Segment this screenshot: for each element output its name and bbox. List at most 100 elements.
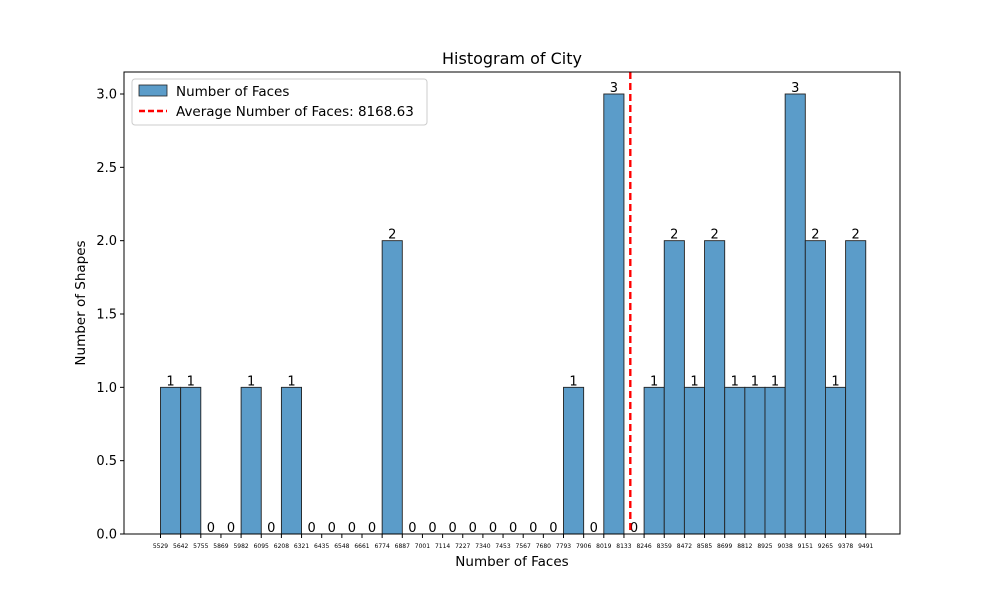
bar-count-label: 2 [388,228,396,243]
histogram-bar [804,240,826,535]
bar-count-label: 0 [267,521,275,536]
bar-count-label: 1 [731,374,739,389]
x-tick-label: 9491 [858,543,873,550]
bar-count-label: 0 [428,521,436,536]
x-tick-label: 6435 [314,543,329,550]
bar-count-label: 0 [408,521,416,536]
y-tick-label: 0.0 [96,528,117,543]
bar-count-label: 2 [710,228,718,243]
x-tick-label: 7001 [415,543,430,550]
histogram-bar [704,240,726,535]
x-tick-label: 9265 [818,543,833,550]
histogram-bar [180,386,202,535]
x-tick-label: 8133 [616,543,631,550]
bar-count-label: 0 [207,521,215,536]
histogram-bar [764,386,786,535]
y-tick-label: 0.5 [96,454,117,469]
histogram-bar [683,386,706,535]
bar-count-label: 0 [368,521,376,536]
chart-title: Histogram of City [442,49,582,68]
bar-count-label: 0 [549,521,557,536]
x-tick-label: 6774 [375,543,390,550]
legend-bar-swatch [138,84,168,97]
x-tick-label: 6661 [354,543,369,550]
bar-count-label: 1 [247,374,255,389]
legend-label-faces: Number of Faces [176,84,289,100]
bar-count-label: 0 [328,521,336,536]
x-tick-label: 8925 [757,543,772,550]
histogram-bar [663,240,685,535]
x-tick-label: 6208 [274,543,289,550]
bar-count-label: 2 [811,228,819,243]
x-tick-label: 5529 [153,543,168,550]
y-tick-label: 3.0 [96,88,117,103]
bar-count-label: 0 [529,521,537,536]
x-tick-label: 8359 [657,543,672,550]
histogram-bar [845,240,867,535]
x-tick-label: 7227 [455,543,470,550]
bar-count-label: 1 [690,374,698,389]
y-tick-label: 2.0 [96,234,117,249]
x-tick-label: 5869 [213,543,228,550]
bar-count-label: 1 [166,374,174,389]
bar-count-label: 1 [287,374,295,389]
histogram-bar [240,386,262,535]
bar-count-label: 0 [348,521,356,536]
legend-label-average: Average Number of Faces: 8168.63 [176,104,414,120]
histogram-bar [784,93,806,535]
x-tick-label: 7906 [576,543,591,550]
x-tick-label: 8019 [596,543,611,550]
x-tick-label: 6095 [254,543,269,550]
x-tick-label: 8246 [636,543,651,550]
bars-group [160,93,867,535]
histogram-bar [280,386,302,535]
bar-count-label: 1 [751,374,759,389]
bar-count-label: 2 [670,228,678,243]
bar-count-label: 0 [449,521,457,536]
x-tick-label: 8585 [697,543,712,550]
x-tick-label: 5642 [173,543,188,550]
bar-count-label: 1 [650,374,658,389]
x-tick-label: 8472 [677,543,692,550]
histogram-bar [563,386,585,535]
bar-count-label: 0 [489,521,497,536]
x-tick-label: 5755 [193,543,208,550]
x-tick-label: 7453 [495,543,510,550]
x-tick-label: 6548 [334,543,349,550]
x-tick-label: 5982 [233,543,248,550]
y-axis: 0.0 0.5 1.0 1.5 2.0 2.5 3.0 [96,88,124,543]
legend: Number of Faces Average Number of Faces:… [131,78,428,126]
x-tick-label: 8699 [717,543,732,550]
legend-box [131,78,428,126]
x-tick-label: 7114 [435,543,450,550]
bar-count-label: 0 [227,521,235,536]
x-axis: 5529 5642 5755 5869 5982 6095 6208 6321 6435 6548… [153,534,874,550]
y-tick-label: 1.0 [96,381,117,396]
bar-count-label: 0 [509,521,517,536]
x-tick-label: 7567 [516,543,531,550]
x-tick-label: 9151 [798,543,813,550]
x-tick-label: 6321 [294,543,309,550]
plot-frame [123,71,901,535]
histogram-bar [643,386,665,535]
histogram-bar [160,386,182,535]
x-tick-label: 8812 [737,543,752,550]
y-tick-label: 2.5 [96,161,117,176]
y-tick-label: 1.5 [96,308,117,323]
x-tick-label: 7340 [475,543,490,550]
bar-count-label: 2 [852,228,860,243]
histogram-bar [744,386,766,535]
x-tick-label: 7793 [556,543,571,550]
bar-count-label: 0 [307,521,315,536]
histogram-bar [724,386,746,535]
bar-count-label: 0 [590,521,598,536]
x-tick-label: 9378 [838,543,853,550]
bar-count-label: 1 [771,374,779,389]
bar-count-label: 1 [831,374,839,389]
bar-count-label: 1 [187,374,195,389]
x-tick-label: 9038 [778,543,793,550]
y-axis-title: Number of Shapes [73,240,89,365]
bar-count-label: 0 [469,521,477,536]
